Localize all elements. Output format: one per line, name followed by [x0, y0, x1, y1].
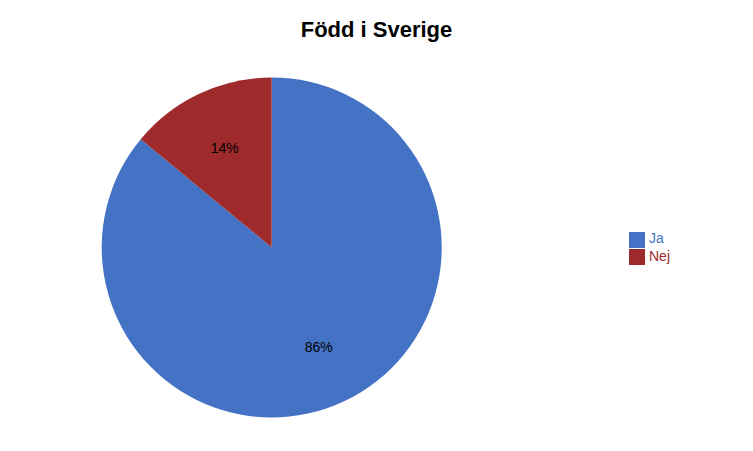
- html-text:Ja: Ja: [649, 230, 664, 247]
- svg-text:86%: 86%: [305, 339, 333, 355]
- svg-text:14%: 14%: [211, 140, 239, 156]
- html-text:Född i Sverige: Född i Sverige: [300, 17, 453, 42]
- html-text:Nej: Nej: [649, 247, 670, 264]
